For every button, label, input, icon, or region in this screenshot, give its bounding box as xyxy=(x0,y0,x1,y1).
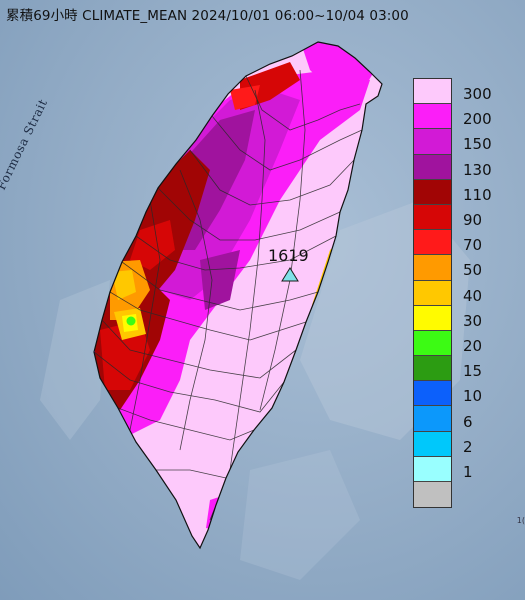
legend-swatch xyxy=(414,79,451,105)
color-legend xyxy=(413,78,452,509)
legend-swatch xyxy=(414,204,451,231)
map-title: 累積69小時 CLIMATE_MEAN 2024/10/01 06:00~10/… xyxy=(6,8,409,24)
legend-swatch xyxy=(414,482,451,508)
legend-label: 1 xyxy=(463,463,473,481)
legend-label: 150 xyxy=(463,135,492,154)
legend-swatch xyxy=(414,280,451,306)
legend-swatch xyxy=(414,431,451,457)
county-borders xyxy=(94,69,363,521)
legend-swatch xyxy=(414,381,451,407)
legend-swatch xyxy=(414,330,451,357)
legend-label: 40 xyxy=(463,286,483,305)
legend-label: 15 xyxy=(463,362,483,381)
legend-swatch xyxy=(414,154,451,180)
legend-swatch xyxy=(414,305,451,331)
legend-label: 20 xyxy=(463,337,483,355)
station-triangle-icon xyxy=(281,267,299,282)
legend-swatch xyxy=(414,255,451,281)
legend-label: 90 xyxy=(463,211,483,229)
legend-swatch xyxy=(414,129,451,155)
legend-swatch xyxy=(414,230,451,256)
legend-swatch xyxy=(414,456,451,482)
legend-label: 6 xyxy=(463,412,473,431)
legend-label: 110 xyxy=(463,185,492,204)
legend-swatch xyxy=(414,104,451,130)
legend-swatch xyxy=(414,179,451,205)
legend-label: 10 xyxy=(463,387,483,406)
legend-label: 50 xyxy=(463,261,483,280)
legend-label: 2 xyxy=(463,437,473,456)
corner-text: 1( xyxy=(516,516,525,525)
legend-label: 200 xyxy=(463,110,492,129)
legend-label: 30 xyxy=(463,311,483,330)
station-label: 1619 xyxy=(268,246,309,265)
legend-swatch xyxy=(414,356,451,382)
taiwan-coastline xyxy=(93,41,383,550)
legend-label: 70 xyxy=(463,236,483,255)
legend-label: 130 xyxy=(463,160,492,179)
legend-swatch xyxy=(414,406,451,432)
legend-label: 300 xyxy=(463,85,492,103)
